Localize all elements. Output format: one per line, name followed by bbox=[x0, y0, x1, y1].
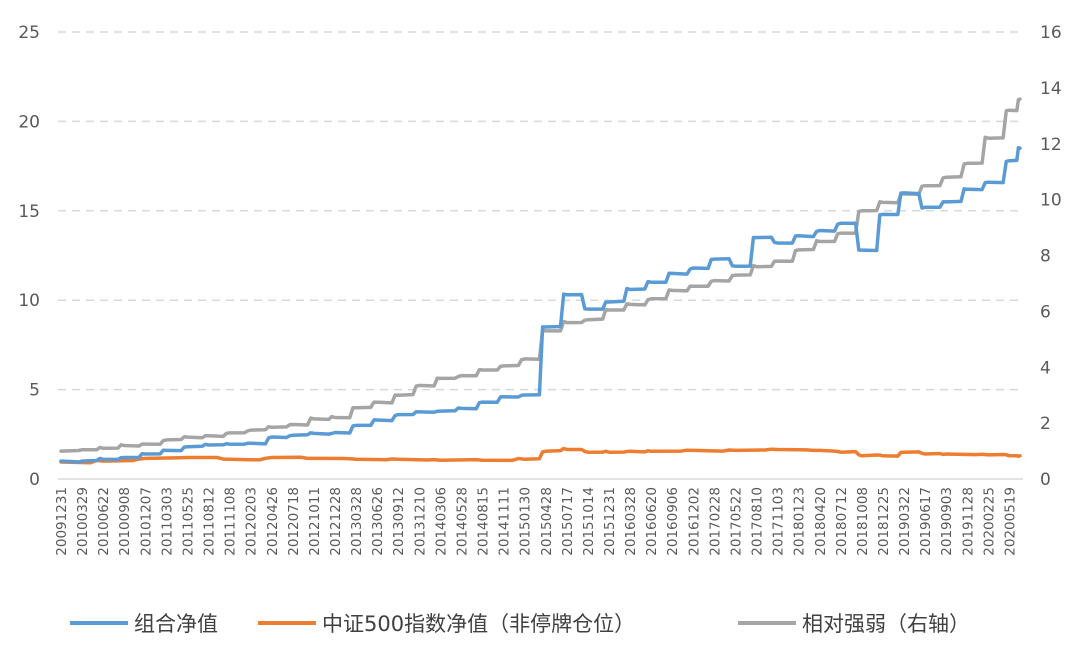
x-tick-label: 20191128 bbox=[960, 487, 976, 556]
x-tick-label: 20180123 bbox=[792, 487, 808, 556]
x-tick-label: 20121228 bbox=[328, 487, 344, 556]
x-axis: 20091231 20100329 20100622 20100908 20101207… bbox=[54, 487, 1018, 556]
x-tick-label: 20120203 bbox=[244, 487, 260, 556]
legend-label: 相对强弱（右轴） bbox=[802, 612, 970, 636]
right-y-tick-label: 6 bbox=[1040, 302, 1051, 322]
x-tick-label: 20181008 bbox=[855, 487, 871, 556]
x-tick-label: 20110303 bbox=[159, 487, 175, 556]
x-tick-label: 20151231 bbox=[602, 487, 618, 556]
x-tick-label: 20200519 bbox=[1002, 487, 1018, 556]
x-tick-label: 20150130 bbox=[518, 487, 534, 556]
legend: 组合净值 中证500指数净值（非停牌仓位） 相对强弱（右轴） bbox=[70, 612, 970, 636]
left-y-tick-label: 5 bbox=[29, 381, 40, 401]
series-line bbox=[59, 146, 1022, 464]
x-tick-label: 20181225 bbox=[876, 487, 892, 556]
legend-label: 组合净值 bbox=[134, 612, 218, 636]
x-tick-label: 20121011 bbox=[307, 487, 323, 556]
x-tick-label: 20170810 bbox=[750, 487, 766, 556]
x-tick-label: 20101207 bbox=[138, 487, 154, 556]
x-tick-label: 20190617 bbox=[918, 487, 934, 556]
x-tick-label: 20100622 bbox=[96, 487, 112, 556]
right-y-tick-label: 2 bbox=[1040, 414, 1051, 434]
right-y-tick-label: 8 bbox=[1040, 247, 1051, 267]
left-y-tick-label: 25 bbox=[18, 23, 40, 43]
x-tick-label: 20161202 bbox=[686, 487, 702, 556]
x-tick-label: 20100908 bbox=[117, 487, 133, 556]
x-tick-label: 20160620 bbox=[644, 487, 660, 556]
left-y-axis: 0 5 10 15 20 25 bbox=[18, 23, 40, 490]
x-tick-label: 20180420 bbox=[813, 487, 829, 556]
gridlines bbox=[58, 31, 1023, 480]
x-tick-label: 20140528 bbox=[454, 487, 470, 556]
x-tick-label: 20170228 bbox=[707, 487, 723, 556]
left-y-tick-label: 0 bbox=[29, 470, 40, 490]
x-tick-label: 20110812 bbox=[202, 487, 218, 556]
x-tick-label: 20160906 bbox=[665, 487, 681, 556]
series-layer bbox=[59, 97, 1022, 465]
x-tick-label: 20171103 bbox=[771, 487, 787, 556]
x-tick-label: 20091231 bbox=[54, 487, 70, 556]
series-line bbox=[59, 97, 1022, 453]
right-y-tick-label: 16 bbox=[1040, 23, 1062, 43]
left-y-tick-label: 20 bbox=[18, 112, 40, 132]
x-tick-label: 20130912 bbox=[391, 487, 407, 556]
x-tick-label: 20200225 bbox=[981, 487, 997, 556]
x-tick-label: 20190903 bbox=[939, 487, 955, 556]
right-y-tick-label: 4 bbox=[1040, 358, 1051, 378]
x-tick-label: 20150428 bbox=[539, 487, 555, 556]
x-tick-label: 20100329 bbox=[75, 487, 91, 556]
right-y-tick-label: 0 bbox=[1040, 470, 1051, 490]
right-y-tick-label: 12 bbox=[1040, 135, 1062, 155]
legend-label: 中证500指数净值（非停牌仓位） bbox=[322, 612, 635, 636]
x-tick-label: 20160328 bbox=[623, 487, 639, 556]
right-y-tick-label: 10 bbox=[1040, 191, 1062, 211]
left-y-tick-label: 15 bbox=[18, 202, 40, 222]
x-tick-label: 20140306 bbox=[433, 487, 449, 556]
x-tick-label: 20120718 bbox=[286, 487, 302, 556]
right-y-axis: 0 2 4 6 8 10 12 14 16 bbox=[1040, 23, 1062, 490]
x-tick-label: 20151014 bbox=[581, 487, 597, 556]
right-y-tick-label: 14 bbox=[1040, 79, 1062, 99]
x-tick-label: 20141111 bbox=[497, 487, 513, 556]
x-tick-label: 20140815 bbox=[476, 487, 492, 556]
x-tick-label: 20150717 bbox=[560, 487, 576, 556]
x-tick-label: 20131210 bbox=[412, 487, 428, 556]
x-tick-label: 20110525 bbox=[180, 487, 196, 556]
x-tick-label: 20111108 bbox=[223, 487, 239, 556]
x-tick-label: 20130626 bbox=[370, 487, 386, 556]
x-tick-label: 20180712 bbox=[834, 487, 850, 556]
x-tick-label: 20120426 bbox=[265, 487, 281, 556]
x-tick-label: 20130328 bbox=[349, 487, 365, 556]
series-line bbox=[59, 446, 1022, 465]
x-tick-label: 20190322 bbox=[897, 487, 913, 556]
left-y-tick-label: 10 bbox=[18, 291, 40, 311]
x-tick-label: 20170522 bbox=[728, 487, 744, 556]
